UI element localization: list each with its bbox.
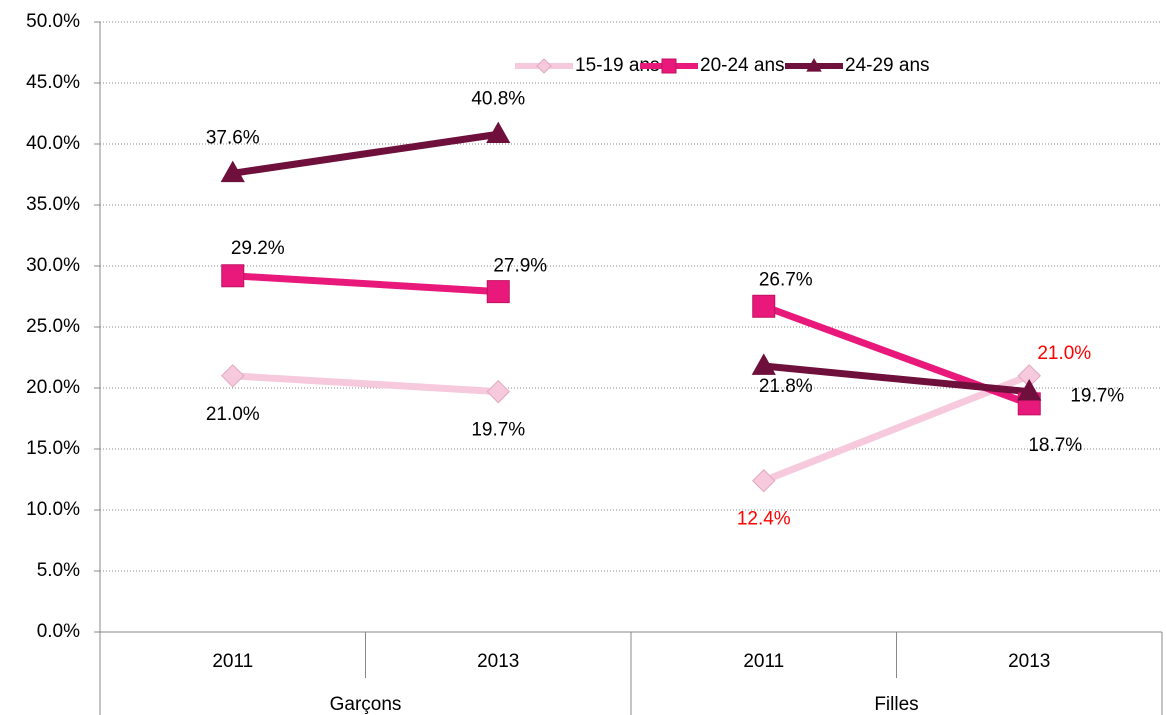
x-tick-label: 2011 bbox=[212, 651, 253, 672]
marker bbox=[221, 264, 245, 288]
y-tick-label: 0.0% bbox=[37, 621, 80, 642]
x-tick-label: 2013 bbox=[1008, 651, 1050, 672]
legend-label: 24-29 ans bbox=[845, 55, 930, 76]
data-label: 21.8% bbox=[759, 376, 813, 397]
y-tick-label: 35.0% bbox=[26, 194, 80, 215]
series-line bbox=[232, 272, 499, 296]
y-tick-label: 45.0% bbox=[26, 72, 80, 93]
marker bbox=[486, 379, 510, 404]
legend-marker bbox=[661, 58, 677, 74]
data-label: 12.4% bbox=[737, 509, 791, 530]
series-line bbox=[232, 372, 499, 396]
y-tick-label: 30.0% bbox=[26, 255, 80, 276]
marker bbox=[486, 121, 511, 144]
group-label: Garçons bbox=[330, 694, 402, 715]
x-tick-label: 2011 bbox=[743, 651, 784, 672]
y-tick-label: 10.0% bbox=[26, 499, 80, 520]
data-label: 37.6% bbox=[206, 127, 260, 148]
y-tick-label: 15.0% bbox=[26, 438, 80, 459]
data-label: 18.7% bbox=[1028, 435, 1082, 456]
y-tick-label: 40.0% bbox=[26, 133, 80, 154]
marker bbox=[751, 353, 776, 375]
marker bbox=[486, 280, 510, 304]
legend-label: 20-24 ans bbox=[700, 55, 785, 76]
data-label: 29.2% bbox=[231, 238, 285, 259]
y-tick-label: 5.0% bbox=[37, 560, 80, 581]
data-label: 21.0% bbox=[206, 404, 260, 425]
data-label: 26.7% bbox=[759, 269, 813, 290]
marker bbox=[220, 160, 245, 183]
data-label: 27.9% bbox=[493, 256, 547, 277]
data-label: 21.0% bbox=[1037, 343, 1091, 364]
y-tick-label: 20.0% bbox=[26, 377, 80, 398]
legend-label: 15-19 ans bbox=[575, 55, 660, 76]
x-tick-label: 2013 bbox=[477, 651, 519, 672]
group-label: Filles bbox=[874, 694, 918, 715]
marker bbox=[752, 469, 776, 493]
series-line bbox=[232, 130, 499, 177]
series-line bbox=[763, 362, 1030, 396]
data-label: 40.8% bbox=[471, 88, 525, 109]
legend-marker bbox=[806, 57, 822, 72]
marker bbox=[221, 364, 245, 388]
data-label: 19.7% bbox=[1070, 386, 1124, 407]
data-label: 19.7% bbox=[471, 420, 525, 441]
y-tick-label: 25.0% bbox=[26, 316, 80, 337]
marker bbox=[752, 294, 776, 318]
marker bbox=[1017, 379, 1042, 401]
y-tick-label: 50.0% bbox=[26, 11, 80, 32]
series-line bbox=[762, 372, 1031, 484]
legend-marker bbox=[536, 58, 552, 74]
